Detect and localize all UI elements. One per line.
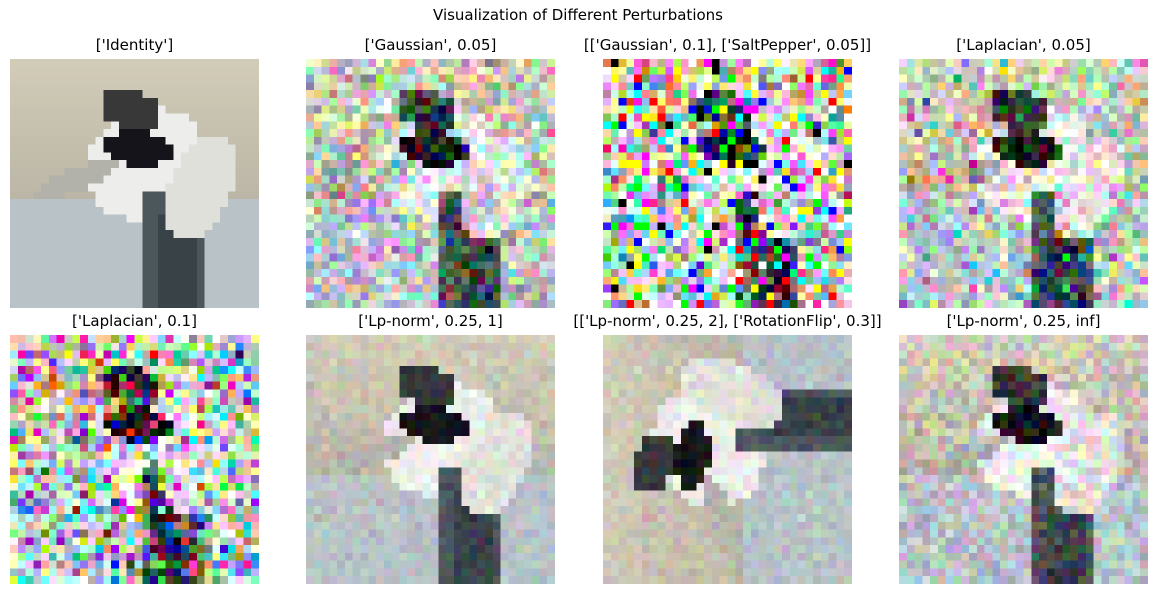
perturbed-bird-image xyxy=(899,335,1148,584)
perturbed-bird-image xyxy=(603,335,852,584)
perturbed-bird-image xyxy=(306,335,555,584)
panel-title: ['Gaussian', 0.05] xyxy=(364,36,497,54)
figure-suptitle: Visualization of Different Perturbations xyxy=(433,6,723,24)
perturbed-bird-image xyxy=(10,59,259,308)
perturbed-bird-image xyxy=(10,335,259,584)
perturbed-bird-image xyxy=(603,59,852,308)
panel-title: ['Lp-norm', 0.25, 1] xyxy=(358,312,503,330)
perturbed-bird-image xyxy=(899,59,1148,308)
perturbed-bird-image xyxy=(306,59,555,308)
panel-title: ['Laplacian', 0.1] xyxy=(72,312,197,330)
panel-title: ['Identity'] xyxy=(95,36,174,54)
panel-title: ['Laplacian', 0.05] xyxy=(956,36,1091,54)
panel-title: ['Lp-norm', 0.25, inf] xyxy=(946,312,1101,330)
panel-title: [['Gaussian', 0.1], ['SaltPepper', 0.05]… xyxy=(583,36,872,54)
panel-title: [['Lp-norm', 0.25, 2], ['RotationFlip', … xyxy=(573,312,882,330)
